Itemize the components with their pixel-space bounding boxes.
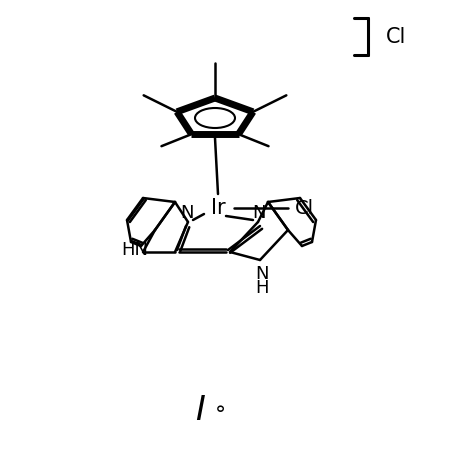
Text: N: N <box>255 265 268 283</box>
Text: °: ° <box>214 405 225 425</box>
Text: N: N <box>252 204 265 222</box>
Text: H: H <box>255 279 268 297</box>
Text: I: I <box>195 393 205 426</box>
Text: Cl: Cl <box>294 198 313 218</box>
Text: N: N <box>180 204 193 222</box>
Text: Ir: Ir <box>210 198 225 218</box>
Text: HN: HN <box>121 241 148 259</box>
Text: Cl: Cl <box>385 26 405 47</box>
